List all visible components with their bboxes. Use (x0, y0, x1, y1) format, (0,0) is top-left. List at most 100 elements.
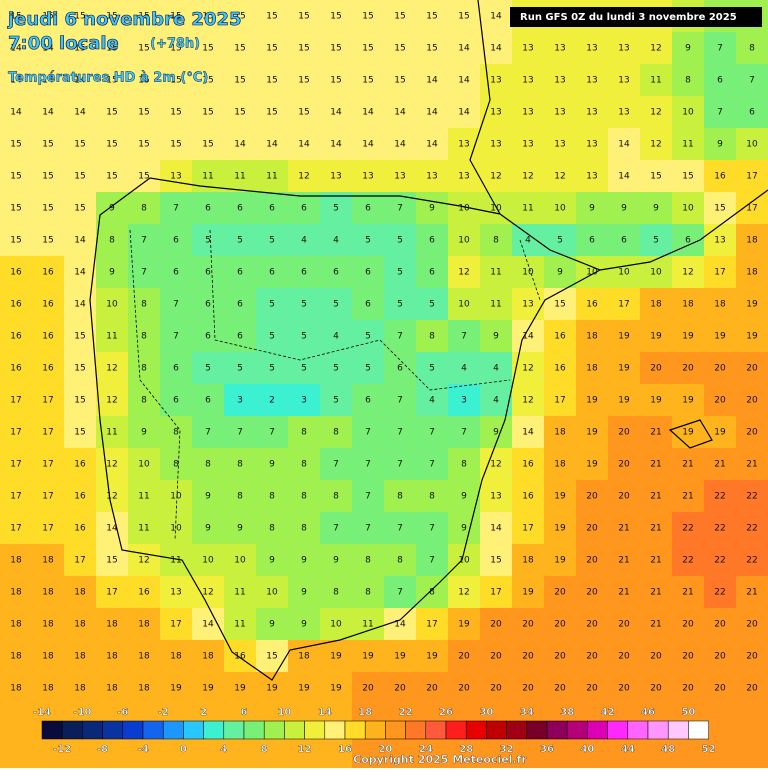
cell (256, 32, 288, 64)
temperature: 19 (682, 396, 694, 406)
cell (32, 256, 64, 288)
temperature: 19 (714, 428, 726, 438)
cell (0, 384, 32, 416)
temperature: 15 (394, 76, 405, 86)
temperature: 19 (170, 684, 182, 694)
temperature: 18 (650, 300, 662, 310)
temperature: 14 (266, 140, 278, 150)
cell (256, 512, 288, 544)
temperature: 14 (42, 44, 54, 54)
temperature: 20 (522, 652, 534, 662)
legend-tick: 4 (220, 744, 227, 755)
cell (512, 384, 544, 416)
temperature: 11 (234, 172, 245, 182)
cell (512, 640, 544, 672)
cell (224, 192, 256, 224)
temperature: 15 (138, 76, 149, 86)
cell (288, 64, 320, 96)
cell (672, 64, 704, 96)
legend-swatch (627, 720, 649, 740)
temperature: 14 (74, 236, 86, 246)
legend-swatch (243, 720, 265, 740)
temperature: 12 (522, 396, 533, 406)
temperature: 18 (10, 652, 22, 662)
temperature: 8 (461, 460, 467, 470)
temperature: 13 (490, 140, 501, 150)
cell (544, 352, 576, 384)
temperature: 5 (397, 268, 403, 278)
cell (128, 416, 160, 448)
cell (0, 576, 32, 608)
cell (608, 544, 640, 576)
temperature: 5 (301, 332, 307, 342)
legend-tick: 32 (500, 744, 514, 755)
temperature: 14 (426, 108, 438, 118)
cell (128, 448, 160, 480)
cell (320, 608, 352, 640)
cell (544, 576, 576, 608)
cell (416, 416, 448, 448)
cell (576, 640, 608, 672)
temperature: 8 (141, 204, 147, 214)
cell (320, 320, 352, 352)
temperature: 13 (586, 108, 597, 118)
temperature: 7 (397, 204, 403, 214)
temperature: 14 (458, 44, 470, 54)
cell (384, 128, 416, 160)
cell (0, 32, 32, 64)
temperature: 7 (429, 524, 435, 534)
temperature: 11 (490, 300, 501, 310)
temperature: 20 (586, 524, 598, 534)
temperature: 15 (106, 108, 117, 118)
temperature: 8 (269, 492, 275, 502)
cell (320, 256, 352, 288)
cell (32, 576, 64, 608)
temperature: 7 (749, 76, 755, 86)
cell (32, 608, 64, 640)
temperature: 13 (490, 108, 501, 118)
temperature: 8 (301, 492, 307, 502)
temperature: 9 (653, 204, 659, 214)
temperature: 14 (618, 172, 630, 182)
cell (384, 32, 416, 64)
temperature: 19 (682, 428, 694, 438)
temperature: 15 (234, 44, 245, 54)
temperature: 21 (682, 588, 693, 598)
cell (416, 192, 448, 224)
temperature: 15 (298, 44, 309, 54)
legend-tick: -2 (158, 707, 169, 718)
cell (480, 672, 512, 704)
cell (32, 416, 64, 448)
temperature: 17 (554, 396, 565, 406)
cell (512, 96, 544, 128)
temperature: 15 (458, 12, 469, 22)
cell (416, 544, 448, 576)
cell (32, 288, 64, 320)
temperature: 15 (138, 108, 149, 118)
cell (704, 416, 736, 448)
borders (129, 229, 541, 541)
cell (736, 672, 768, 704)
temperature: 20 (714, 652, 726, 662)
cell (576, 320, 608, 352)
temperature: 4 (333, 332, 339, 342)
cell (256, 640, 288, 672)
cell (608, 576, 640, 608)
temperature: 20 (682, 684, 694, 694)
temperature: 13 (458, 140, 469, 150)
temperature: 14 (522, 428, 534, 438)
cell (736, 224, 768, 256)
temperature: 15 (74, 332, 85, 342)
temperature: 14 (74, 76, 86, 86)
cell (448, 512, 480, 544)
temperature: 9 (557, 268, 563, 278)
cell (448, 96, 480, 128)
cell (640, 608, 672, 640)
temperature: 17 (42, 460, 53, 470)
temperature: 10 (650, 268, 662, 278)
temperature: 7 (717, 44, 723, 54)
temperature: 21 (650, 524, 661, 534)
temperature: 7 (397, 396, 403, 406)
temperature: 6 (237, 300, 243, 310)
temperature: 6 (237, 332, 243, 342)
